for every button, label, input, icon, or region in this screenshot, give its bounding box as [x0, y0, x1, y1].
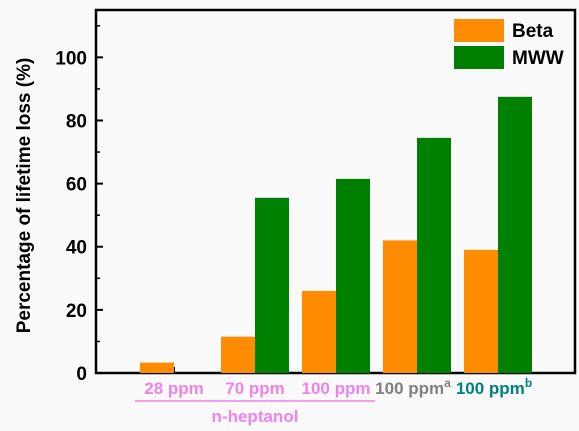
legend-swatch-beta: [454, 19, 504, 42]
legend-swatch-mww: [454, 46, 504, 69]
y-tick-label: 100: [55, 48, 87, 69]
bar-beta: [140, 362, 174, 373]
x-tick-label: 100 ppma: [375, 376, 451, 398]
y-tick-label: 60: [66, 175, 87, 196]
y-tick-label: 40: [66, 238, 87, 259]
bar-mww: [255, 197, 289, 373]
y-axis-label: Percentage of lifetime loss (%): [14, 58, 35, 334]
bar-mww: [417, 137, 451, 373]
bar-mww: [498, 96, 532, 373]
y-tick-label: 0: [76, 364, 87, 385]
bar-mww: [336, 178, 370, 373]
legend-label-mww: MWW: [512, 48, 564, 69]
group-label: n-heptanol: [212, 407, 299, 426]
bar-beta: [221, 336, 255, 373]
bar-beta: [383, 240, 417, 373]
x-tick-label: 70 ppm: [225, 379, 285, 398]
bar-beta: [464, 249, 498, 373]
x-tick-label: 100 ppm: [302, 379, 371, 398]
legend-label-beta: Beta: [512, 21, 554, 42]
y-tick-label: 20: [66, 301, 87, 322]
x-tick-label: 28 ppm: [144, 379, 204, 398]
y-tick-label: 80: [66, 111, 87, 132]
bar-beta: [302, 290, 336, 373]
x-tick-label: 100 ppmb: [456, 376, 532, 398]
